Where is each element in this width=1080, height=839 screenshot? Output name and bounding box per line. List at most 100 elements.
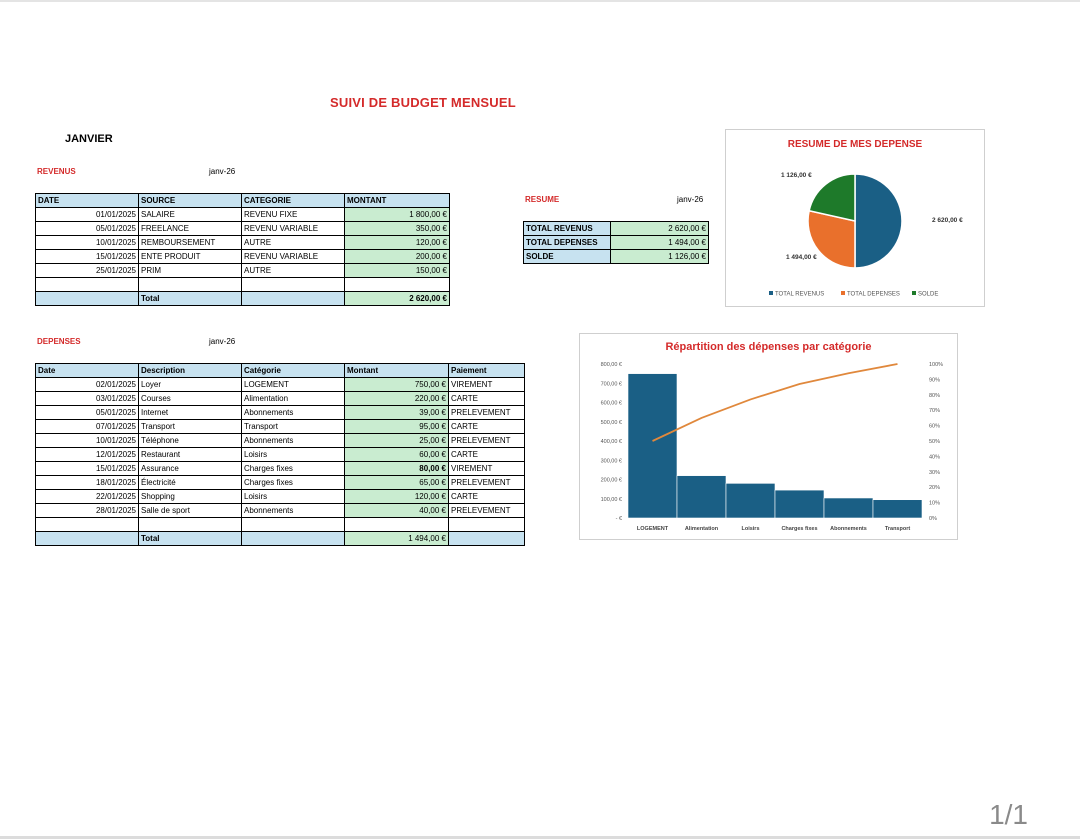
bar[interactable] xyxy=(823,497,874,519)
depenses-cell-payment[interactable]: PRELEVEMENT xyxy=(448,503,525,518)
pie-chart-box[interactable]: RESUME DE MES DEPENSE 2 620,00 € 1 494,00… xyxy=(725,129,985,307)
revenus-cell-amount[interactable]: 1 800,00 € xyxy=(344,207,450,222)
pie-slice[interactable] xyxy=(808,173,856,222)
bar[interactable] xyxy=(725,483,776,519)
depenses-total-value[interactable]: 1 494,00 € xyxy=(344,531,449,546)
revenus-cell-date[interactable]: 10/01/2025 xyxy=(35,235,139,250)
pareto-chart-box[interactable]: Répartition des dépenses par catégorie -… xyxy=(579,333,958,540)
depenses-cell-amount[interactable]: 40,00 € xyxy=(344,503,449,518)
revenus-cell-amount[interactable]: 150,00 € xyxy=(344,263,450,278)
depenses-cell-payment[interactable]: PRELEVEMENT xyxy=(448,405,525,420)
empty-cell[interactable] xyxy=(35,291,139,306)
depenses-cell-date[interactable]: 22/01/2025 xyxy=(35,489,139,504)
depenses-cell-amount[interactable]: 39,00 € xyxy=(344,405,449,420)
depenses-cell-amount[interactable]: 65,00 € xyxy=(344,475,449,490)
revenus-cell-date[interactable]: 15/01/2025 xyxy=(35,249,139,264)
depenses-cell-category[interactable]: Abonnements xyxy=(241,433,345,448)
depenses-cell-payment[interactable]: PRELEVEMENT xyxy=(448,475,525,490)
depenses-cell-payment[interactable]: CARTE xyxy=(448,489,525,504)
resume-row-label[interactable]: TOTAL REVENUS xyxy=(523,221,611,236)
depenses-cell-amount[interactable]: 750,00 € xyxy=(344,377,449,392)
depenses-cell-category[interactable]: Charges fixes xyxy=(241,461,345,476)
empty-cell[interactable] xyxy=(448,531,525,546)
depenses-cell-description[interactable]: Assurance xyxy=(138,461,242,476)
depenses-cell-category[interactable]: Abonnements xyxy=(241,503,345,518)
revenus-cell-source[interactable]: FREELANCE xyxy=(138,221,242,236)
depenses-cell-category[interactable]: LOGEMENT xyxy=(241,377,345,392)
depenses-cell-date[interactable]: 03/01/2025 xyxy=(35,391,139,406)
depenses-cell-date[interactable]: 15/01/2025 xyxy=(35,461,139,476)
depenses-cell-payment[interactable]: VIREMENT xyxy=(448,461,525,476)
depenses-cell-category[interactable]: Charges fixes xyxy=(241,475,345,490)
depenses-cell-payment[interactable]: CARTE xyxy=(448,391,525,406)
depenses-cell-description[interactable]: Courses xyxy=(138,391,242,406)
pie-slice[interactable] xyxy=(807,209,856,269)
depenses-cell-amount[interactable]: 95,00 € xyxy=(344,419,449,434)
depenses-cell-description[interactable]: Loyer xyxy=(138,377,242,392)
depenses-cell-amount[interactable]: 220,00 € xyxy=(344,391,449,406)
revenus-cell-category[interactable]: REVENU FIXE xyxy=(241,207,345,222)
revenus-cell-date[interactable]: 01/01/2025 xyxy=(35,207,139,222)
depenses-cell-category[interactable]: Loisirs xyxy=(241,489,345,504)
empty-cell[interactable] xyxy=(241,531,345,546)
empty-cell[interactable] xyxy=(138,517,242,532)
depenses-cell-description[interactable]: Shopping xyxy=(138,489,242,504)
depenses-cell-category[interactable]: Alimentation xyxy=(241,391,345,406)
bar[interactable] xyxy=(627,373,678,519)
revenus-cell-source[interactable]: SALAIRE xyxy=(138,207,242,222)
depenses-cell-description[interactable]: Internet xyxy=(138,405,242,420)
revenus-cell-category[interactable]: REVENU VARIABLE xyxy=(241,249,345,264)
depenses-cell-date[interactable]: 12/01/2025 xyxy=(35,447,139,462)
empty-cell[interactable] xyxy=(344,277,450,292)
empty-cell[interactable] xyxy=(35,277,139,292)
resume-row-label[interactable]: TOTAL DEPENSES xyxy=(523,235,611,250)
bar[interactable] xyxy=(872,499,923,519)
depenses-cell-category[interactable]: Loisirs xyxy=(241,447,345,462)
depenses-cell-amount[interactable]: 60,00 € xyxy=(344,447,449,462)
revenus-cell-date[interactable]: 05/01/2025 xyxy=(35,221,139,236)
cumulative-line[interactable] xyxy=(652,363,898,442)
revenus-cell-category[interactable]: AUTRE xyxy=(241,235,345,250)
resume-row-label[interactable]: SOLDE xyxy=(523,249,611,264)
empty-cell[interactable] xyxy=(241,517,345,532)
empty-cell[interactable] xyxy=(448,517,525,532)
depenses-cell-amount[interactable]: 120,00 € xyxy=(344,489,449,504)
depenses-cell-payment[interactable]: CARTE xyxy=(448,447,525,462)
depenses-cell-amount[interactable]: 25,00 € xyxy=(344,433,449,448)
depenses-cell-date[interactable]: 02/01/2025 xyxy=(35,377,139,392)
empty-cell[interactable] xyxy=(344,517,449,532)
bar[interactable] xyxy=(774,489,825,519)
revenus-cell-category[interactable]: REVENU VARIABLE xyxy=(241,221,345,236)
depenses-cell-payment[interactable]: VIREMENT xyxy=(448,377,525,392)
revenus-total-value[interactable]: 2 620,00 € xyxy=(344,291,450,306)
depenses-cell-category[interactable]: Transport xyxy=(241,419,345,434)
depenses-cell-description[interactable]: Transport xyxy=(138,419,242,434)
revenus-cell-amount[interactable]: 200,00 € xyxy=(344,249,450,264)
resume-row-value[interactable]: 1 494,00 € xyxy=(610,235,709,250)
depenses-cell-description[interactable]: Restaurant xyxy=(138,447,242,462)
depenses-cell-description[interactable]: Téléphone xyxy=(138,433,242,448)
depenses-cell-payment[interactable]: CARTE xyxy=(448,419,525,434)
depenses-cell-date[interactable]: 07/01/2025 xyxy=(35,419,139,434)
revenus-cell-amount[interactable]: 120,00 € xyxy=(344,235,450,250)
pie-slice[interactable] xyxy=(854,173,903,269)
depenses-total-label[interactable]: Total xyxy=(138,531,242,546)
revenus-cell-date[interactable]: 25/01/2025 xyxy=(35,263,139,278)
revenus-cell-source[interactable]: REMBOURSEMENT xyxy=(138,235,242,250)
empty-cell[interactable] xyxy=(35,517,139,532)
revenus-cell-source[interactable]: PRIM xyxy=(138,263,242,278)
resume-row-value[interactable]: 2 620,00 € xyxy=(610,221,709,236)
depenses-cell-payment[interactable]: PRELEVEMENT xyxy=(448,433,525,448)
empty-cell[interactable] xyxy=(241,277,345,292)
depenses-cell-date[interactable]: 05/01/2025 xyxy=(35,405,139,420)
depenses-cell-description[interactable]: Salle de sport xyxy=(138,503,242,518)
depenses-cell-date[interactable]: 10/01/2025 xyxy=(35,433,139,448)
depenses-cell-description[interactable]: Électricité xyxy=(138,475,242,490)
revenus-cell-category[interactable]: AUTRE xyxy=(241,263,345,278)
revenus-cell-source[interactable]: ENTE PRODUIT xyxy=(138,249,242,264)
depenses-cell-category[interactable]: Abonnements xyxy=(241,405,345,420)
depenses-cell-date[interactable]: 18/01/2025 xyxy=(35,475,139,490)
empty-cell[interactable] xyxy=(138,277,242,292)
revenus-total-label[interactable]: Total xyxy=(138,291,242,306)
empty-cell[interactable] xyxy=(35,531,139,546)
